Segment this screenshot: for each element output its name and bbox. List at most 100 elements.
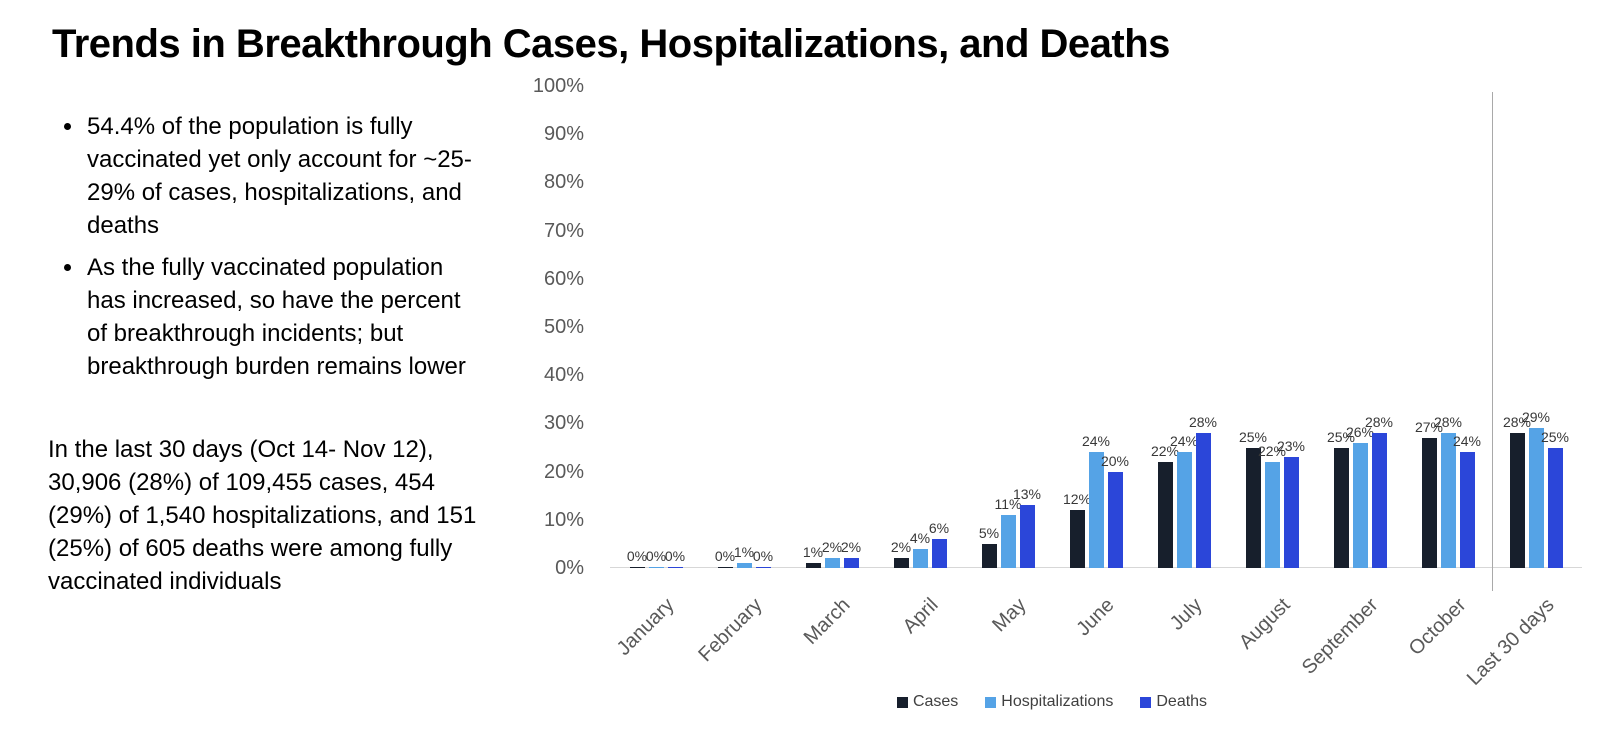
x-axis-category-label: April <box>898 594 943 638</box>
bar-value-label: 24% <box>1452 433 1482 450</box>
legend-label: Cases <box>912 693 959 710</box>
legend-item-deaths: Deaths <box>1140 693 1207 711</box>
y-axis-tick-label: 10% <box>543 508 584 531</box>
legend-swatch-deaths-icon <box>1140 696 1152 708</box>
bar-deaths-september <box>1371 433 1387 568</box>
bar-cases-february <box>717 566 733 568</box>
bar-deaths-october <box>1459 452 1475 568</box>
bar-hospitalizations-april <box>912 548 928 568</box>
bar-hospitalizations-october <box>1440 433 1456 568</box>
y-axis-tick-label: 40% <box>543 364 584 387</box>
bar-cases-january <box>629 566 645 568</box>
x-axis-category-label: July <box>1165 594 1207 635</box>
bar-value-label: 29% <box>1521 409 1551 426</box>
bar-value-label: 1% <box>802 544 824 561</box>
bar-hospitalizations-january <box>648 566 664 568</box>
bar-value-label: 2% <box>821 539 843 556</box>
chart-legend: Cases Hospitalizations Deaths <box>612 693 1492 711</box>
bar-value-label: 24% <box>1081 433 1111 450</box>
bar-deaths-february <box>755 566 771 568</box>
bar-cases-august <box>1245 447 1261 568</box>
bar-value-label: 28% <box>1433 414 1463 431</box>
legend-item-cases: Cases <box>896 693 959 711</box>
x-axis-category-label: January <box>612 594 679 660</box>
legend-label: Deaths <box>1156 693 1208 710</box>
bar-value-label: 0% <box>645 547 667 564</box>
x-axis-category-label: June <box>1072 594 1119 641</box>
x-axis-category-label: February <box>694 594 767 667</box>
y-axis-tick-label: 30% <box>543 412 584 435</box>
bar-value-label: 4% <box>909 529 931 546</box>
y-axis-tick-label: 20% <box>543 460 584 483</box>
bar-value-label: 25% <box>1540 428 1570 445</box>
y-axis-tick-label: 50% <box>543 316 584 338</box>
bar-deaths-june <box>1107 471 1123 568</box>
bar-hospitalizations-february <box>736 563 752 568</box>
bar-value-label: 0% <box>664 547 686 564</box>
bar-hospitalizations-july <box>1176 452 1192 568</box>
x-axis-category-label: Last 30 days <box>1462 594 1559 690</box>
bar-value-label: 11% <box>994 495 1022 512</box>
bar-cases-october <box>1421 437 1437 568</box>
bar-value-label: 0% <box>714 547 736 564</box>
bar-value-label: 23% <box>1276 438 1306 455</box>
bar-value-label: 20% <box>1100 452 1130 469</box>
x-axis-category-label: September <box>1297 594 1383 679</box>
bar-value-label: 25% <box>1238 428 1268 445</box>
bar-hospitalizations-june <box>1088 452 1104 568</box>
bar-value-label: 28% <box>1364 414 1394 431</box>
bar-deaths-july <box>1195 433 1211 568</box>
y-axis-tick-label: 80% <box>543 171 584 194</box>
x-axis-category-label: March <box>799 594 855 649</box>
bar-deaths-last-30-days <box>1547 447 1563 568</box>
bar-cases-june <box>1069 510 1085 568</box>
bar-cases-september <box>1333 447 1349 568</box>
bar-value-label: 28% <box>1188 414 1218 431</box>
bullet-item: As the fully vaccinated population has i… <box>85 251 483 383</box>
bar-cases-may <box>981 543 997 568</box>
y-axis-tick-label: 60% <box>543 267 584 290</box>
summary-paragraph: In the last 30 days (Oct 14- Nov 12), 30… <box>48 436 477 595</box>
bar-deaths-march <box>843 558 859 568</box>
bullet-list: 54.4% of the population is fully vaccina… <box>48 110 483 383</box>
y-axis-tick-label: 0% <box>555 557 584 579</box>
bullet-item: 54.4% of the population is fully vaccina… <box>85 110 483 242</box>
last-30-days-separator-line <box>1492 92 1493 591</box>
bar-value-label: 27% <box>1414 418 1444 435</box>
bar-cases-march <box>805 563 821 568</box>
bar-value-label: 2% <box>890 539 912 556</box>
bar-hospitalizations-august <box>1264 461 1280 568</box>
y-axis-tick-label: 90% <box>543 123 584 146</box>
legend-swatch-cases-icon <box>896 696 908 708</box>
bar-value-label: 26% <box>1345 423 1375 440</box>
bar-value-label: 22% <box>1150 442 1180 459</box>
bar-value-label: 28% <box>1502 414 1532 431</box>
bar-cases-last-30-days <box>1509 433 1525 568</box>
x-axis-category-label: May <box>988 594 1031 637</box>
bar-hospitalizations-march <box>824 558 840 568</box>
key-points-panel: 54.4% of the population is fully vaccina… <box>48 110 500 598</box>
x-axis-category-label: August <box>1234 594 1295 654</box>
bar-value-label: 22% <box>1257 442 1287 459</box>
bar-cases-april <box>893 558 909 568</box>
legend-item-hospitalizations: Hospitalizations <box>985 693 1113 711</box>
bar-value-label: 13% <box>1012 486 1042 503</box>
bar-hospitalizations-september <box>1352 442 1368 568</box>
bar-deaths-may <box>1019 505 1035 568</box>
bar-value-label: 12% <box>1062 491 1092 508</box>
bar-value-label: 0% <box>752 547 774 564</box>
x-axis-category-label: October <box>1404 594 1471 660</box>
y-axis-tick-label: 70% <box>543 219 584 242</box>
legend-label: Hospitalizations <box>1001 693 1114 710</box>
bar-deaths-january <box>667 566 683 568</box>
bar-value-label: 25% <box>1326 428 1356 445</box>
bar-cases-july <box>1157 461 1173 568</box>
bar-deaths-august <box>1283 457 1299 568</box>
bar-hospitalizations-last-30-days <box>1528 428 1544 568</box>
bar-value-label: 1% <box>733 544 755 561</box>
bar-value-label: 24% <box>1169 433 1199 450</box>
bar-value-label: 6% <box>928 520 950 537</box>
bar-value-label: 5% <box>978 524 1000 541</box>
